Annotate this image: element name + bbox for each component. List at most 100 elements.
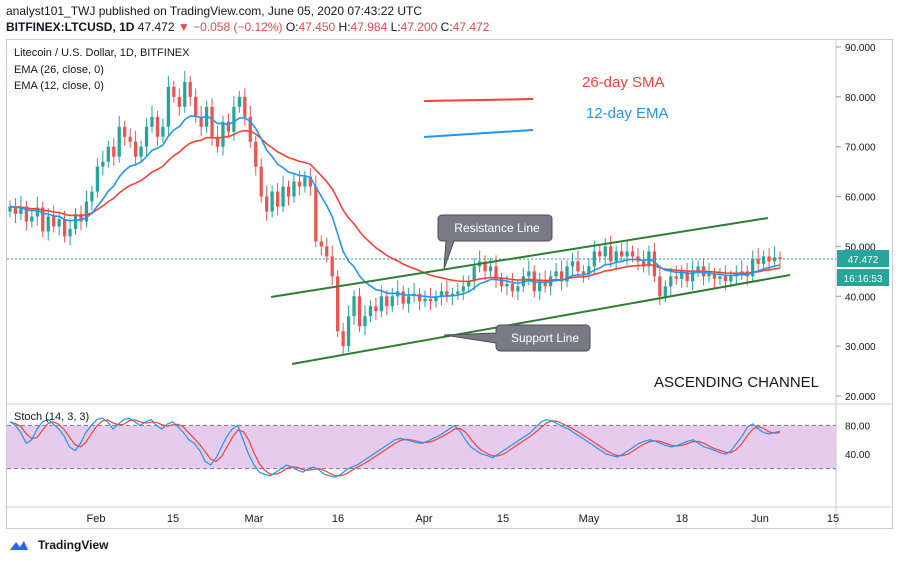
candle-body (112, 146, 116, 157)
candle-body (248, 116, 252, 142)
x-tick-label: Mar (245, 513, 264, 525)
candle-body (259, 166, 263, 197)
ema-legend-line (423, 129, 534, 138)
countdown-label: 16:16:53 (844, 274, 883, 285)
x-tick-label: 18 (676, 513, 688, 525)
last-price-tag-label: 47.472 (848, 255, 879, 266)
ema26-legend: EMA (26, close, 0) (14, 64, 104, 76)
candle-body (172, 86, 176, 97)
candle-body (297, 181, 302, 187)
resistance-label: Resistance Line (454, 221, 540, 235)
y-tick-label: 40.000 (845, 292, 876, 303)
symbol-label: BITFINEX:LTCUSD, 1D (6, 20, 135, 34)
candle-body (756, 258, 760, 264)
candle-body (254, 141, 258, 167)
stoch-k-line (9, 417, 781, 478)
candle-body (581, 271, 586, 274)
x-tick-label: 15 (827, 513, 839, 525)
open-value: 47.450 (298, 20, 336, 34)
candle-body (559, 271, 564, 282)
candle-body (303, 176, 307, 187)
candle-body (614, 251, 618, 262)
candle-body (95, 166, 100, 192)
candle-body (292, 181, 296, 197)
y-tick-label: 20.000 (845, 392, 876, 403)
candle-body (106, 146, 110, 162)
y-tick-label: 80.000 (845, 93, 876, 104)
candle-body (144, 126, 149, 147)
candle-body (68, 228, 72, 237)
candle-body (194, 96, 198, 117)
candle-body (52, 216, 56, 227)
candle-body (723, 276, 728, 282)
candle-body (363, 316, 367, 327)
chart-frame[interactable] (6, 39, 893, 529)
chart-title: Litecoin / U.S. Dollar, 1D, BITFINEX (14, 47, 190, 59)
candle-body (423, 298, 427, 302)
candle-body (308, 176, 312, 187)
candle-body (445, 291, 449, 297)
candle-body (499, 278, 504, 287)
candle-body (79, 214, 83, 222)
candle-body (90, 191, 94, 202)
candle-body (767, 256, 771, 262)
candle-body (188, 81, 192, 97)
down-arrow-icon: ▼ (177, 20, 190, 34)
last-price: 47.472 (137, 20, 175, 34)
candle-body (166, 86, 171, 127)
candle-body (368, 306, 373, 317)
candle-body (439, 291, 444, 297)
candle-body (467, 281, 471, 287)
low-value: 47.200 (400, 20, 438, 34)
candle-body (221, 121, 225, 147)
candle-body (401, 291, 405, 304)
candle-body (215, 136, 220, 147)
candle-body (592, 251, 596, 267)
stoch-band (7, 425, 836, 469)
countdown-tag (837, 269, 889, 287)
candle-body (150, 116, 154, 127)
candle-body (565, 266, 569, 282)
candle-body (707, 273, 711, 277)
candle-body (46, 216, 50, 232)
candle-body (325, 246, 329, 257)
candle-body (133, 141, 138, 157)
x-tick-label: Jun (751, 513, 769, 525)
candle-body (232, 106, 236, 132)
candle-body (177, 96, 181, 107)
candle-body (199, 116, 203, 127)
candle-body (73, 214, 78, 229)
candle-body (718, 276, 722, 279)
y-tick-label: 70.000 (845, 143, 876, 154)
candle-body (685, 271, 689, 282)
candle-body (243, 96, 247, 117)
candle-body (598, 251, 602, 257)
candle-body (570, 261, 575, 267)
y-tick-label: 90.000 (845, 43, 876, 54)
candle-body (341, 331, 345, 347)
candle-body (778, 257, 782, 260)
ema12-legend: EMA (12, close, 0) (14, 80, 104, 92)
candle-body (336, 276, 340, 332)
candle-body (527, 271, 531, 277)
resistance-callout (437, 214, 553, 270)
x-tick-label: 15 (497, 513, 509, 525)
candle-body (483, 261, 487, 272)
candle-body (84, 201, 89, 222)
candle-body (270, 191, 274, 212)
candle-body (352, 296, 356, 317)
candle-body (658, 276, 662, 297)
candle-body (8, 206, 12, 212)
candle-body (761, 256, 766, 264)
candle-body (488, 266, 493, 272)
candle-body (265, 196, 269, 212)
support-callout (443, 324, 591, 352)
candle-body (576, 261, 580, 272)
candle-body (630, 251, 635, 257)
candle-body (183, 81, 187, 107)
y-tick-label: 50.000 (845, 242, 876, 253)
candle-body (139, 146, 143, 157)
candle-body (543, 281, 547, 287)
x-tick-label: May (579, 513, 600, 525)
